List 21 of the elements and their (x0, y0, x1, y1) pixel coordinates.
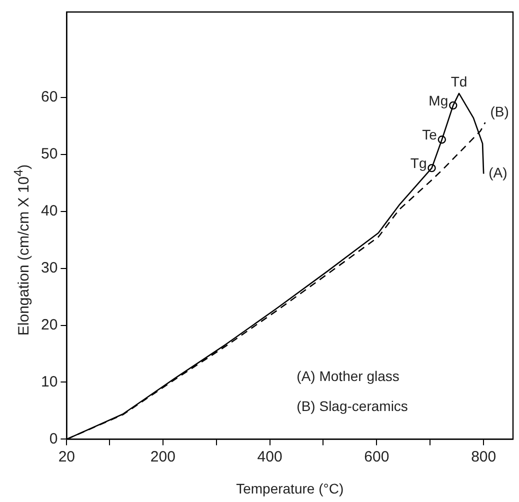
annotation: Tg (410, 154, 427, 171)
series-label: (A) (488, 164, 508, 181)
y-tick-label: 0 (49, 430, 58, 448)
annotation: (A) Mother glass (296, 368, 400, 384)
y-tick-label: 60 (40, 88, 58, 106)
y-tick-label: 10 (40, 373, 58, 390)
x-axis-title: Temperature (°C) (236, 480, 344, 496)
annotation: Te (422, 126, 438, 142)
x-tick-label: 600 (364, 448, 390, 466)
annotation: Mg (428, 92, 448, 108)
series-label: (B) (490, 103, 509, 120)
y-tick-label: 50 (40, 146, 58, 163)
annotation: (B) Slag-ceramics (296, 398, 408, 414)
y-tick-label: 40 (40, 202, 58, 220)
x-tick-label: 800 (471, 448, 496, 466)
y-tick-label: 30 (40, 259, 58, 276)
y-tick-label: 20 (40, 316, 58, 334)
annotation: Td (450, 73, 468, 90)
x-tick-label: 200 (150, 448, 176, 466)
x-tick-label: 20 (58, 448, 76, 466)
x-tick-label: 400 (257, 448, 282, 466)
